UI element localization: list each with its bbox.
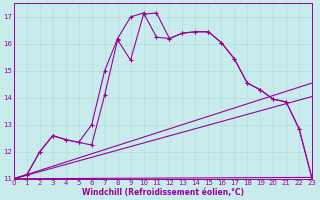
X-axis label: Windchill (Refroidissement éolien,°C): Windchill (Refroidissement éolien,°C)	[82, 188, 244, 197]
